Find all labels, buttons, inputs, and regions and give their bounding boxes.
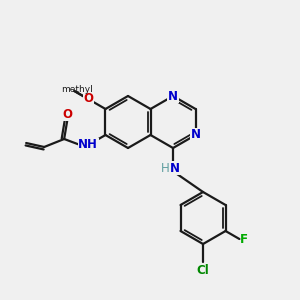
Text: N: N	[170, 161, 180, 175]
Text: NH: NH	[78, 139, 98, 152]
Text: H: H	[161, 161, 170, 175]
Text: F: F	[239, 232, 247, 245]
Text: Cl: Cl	[197, 263, 209, 277]
Text: methyl: methyl	[61, 85, 93, 94]
Text: O: O	[62, 107, 72, 121]
Text: N: N	[168, 89, 178, 103]
Text: N: N	[190, 128, 200, 142]
Text: O: O	[83, 92, 93, 106]
